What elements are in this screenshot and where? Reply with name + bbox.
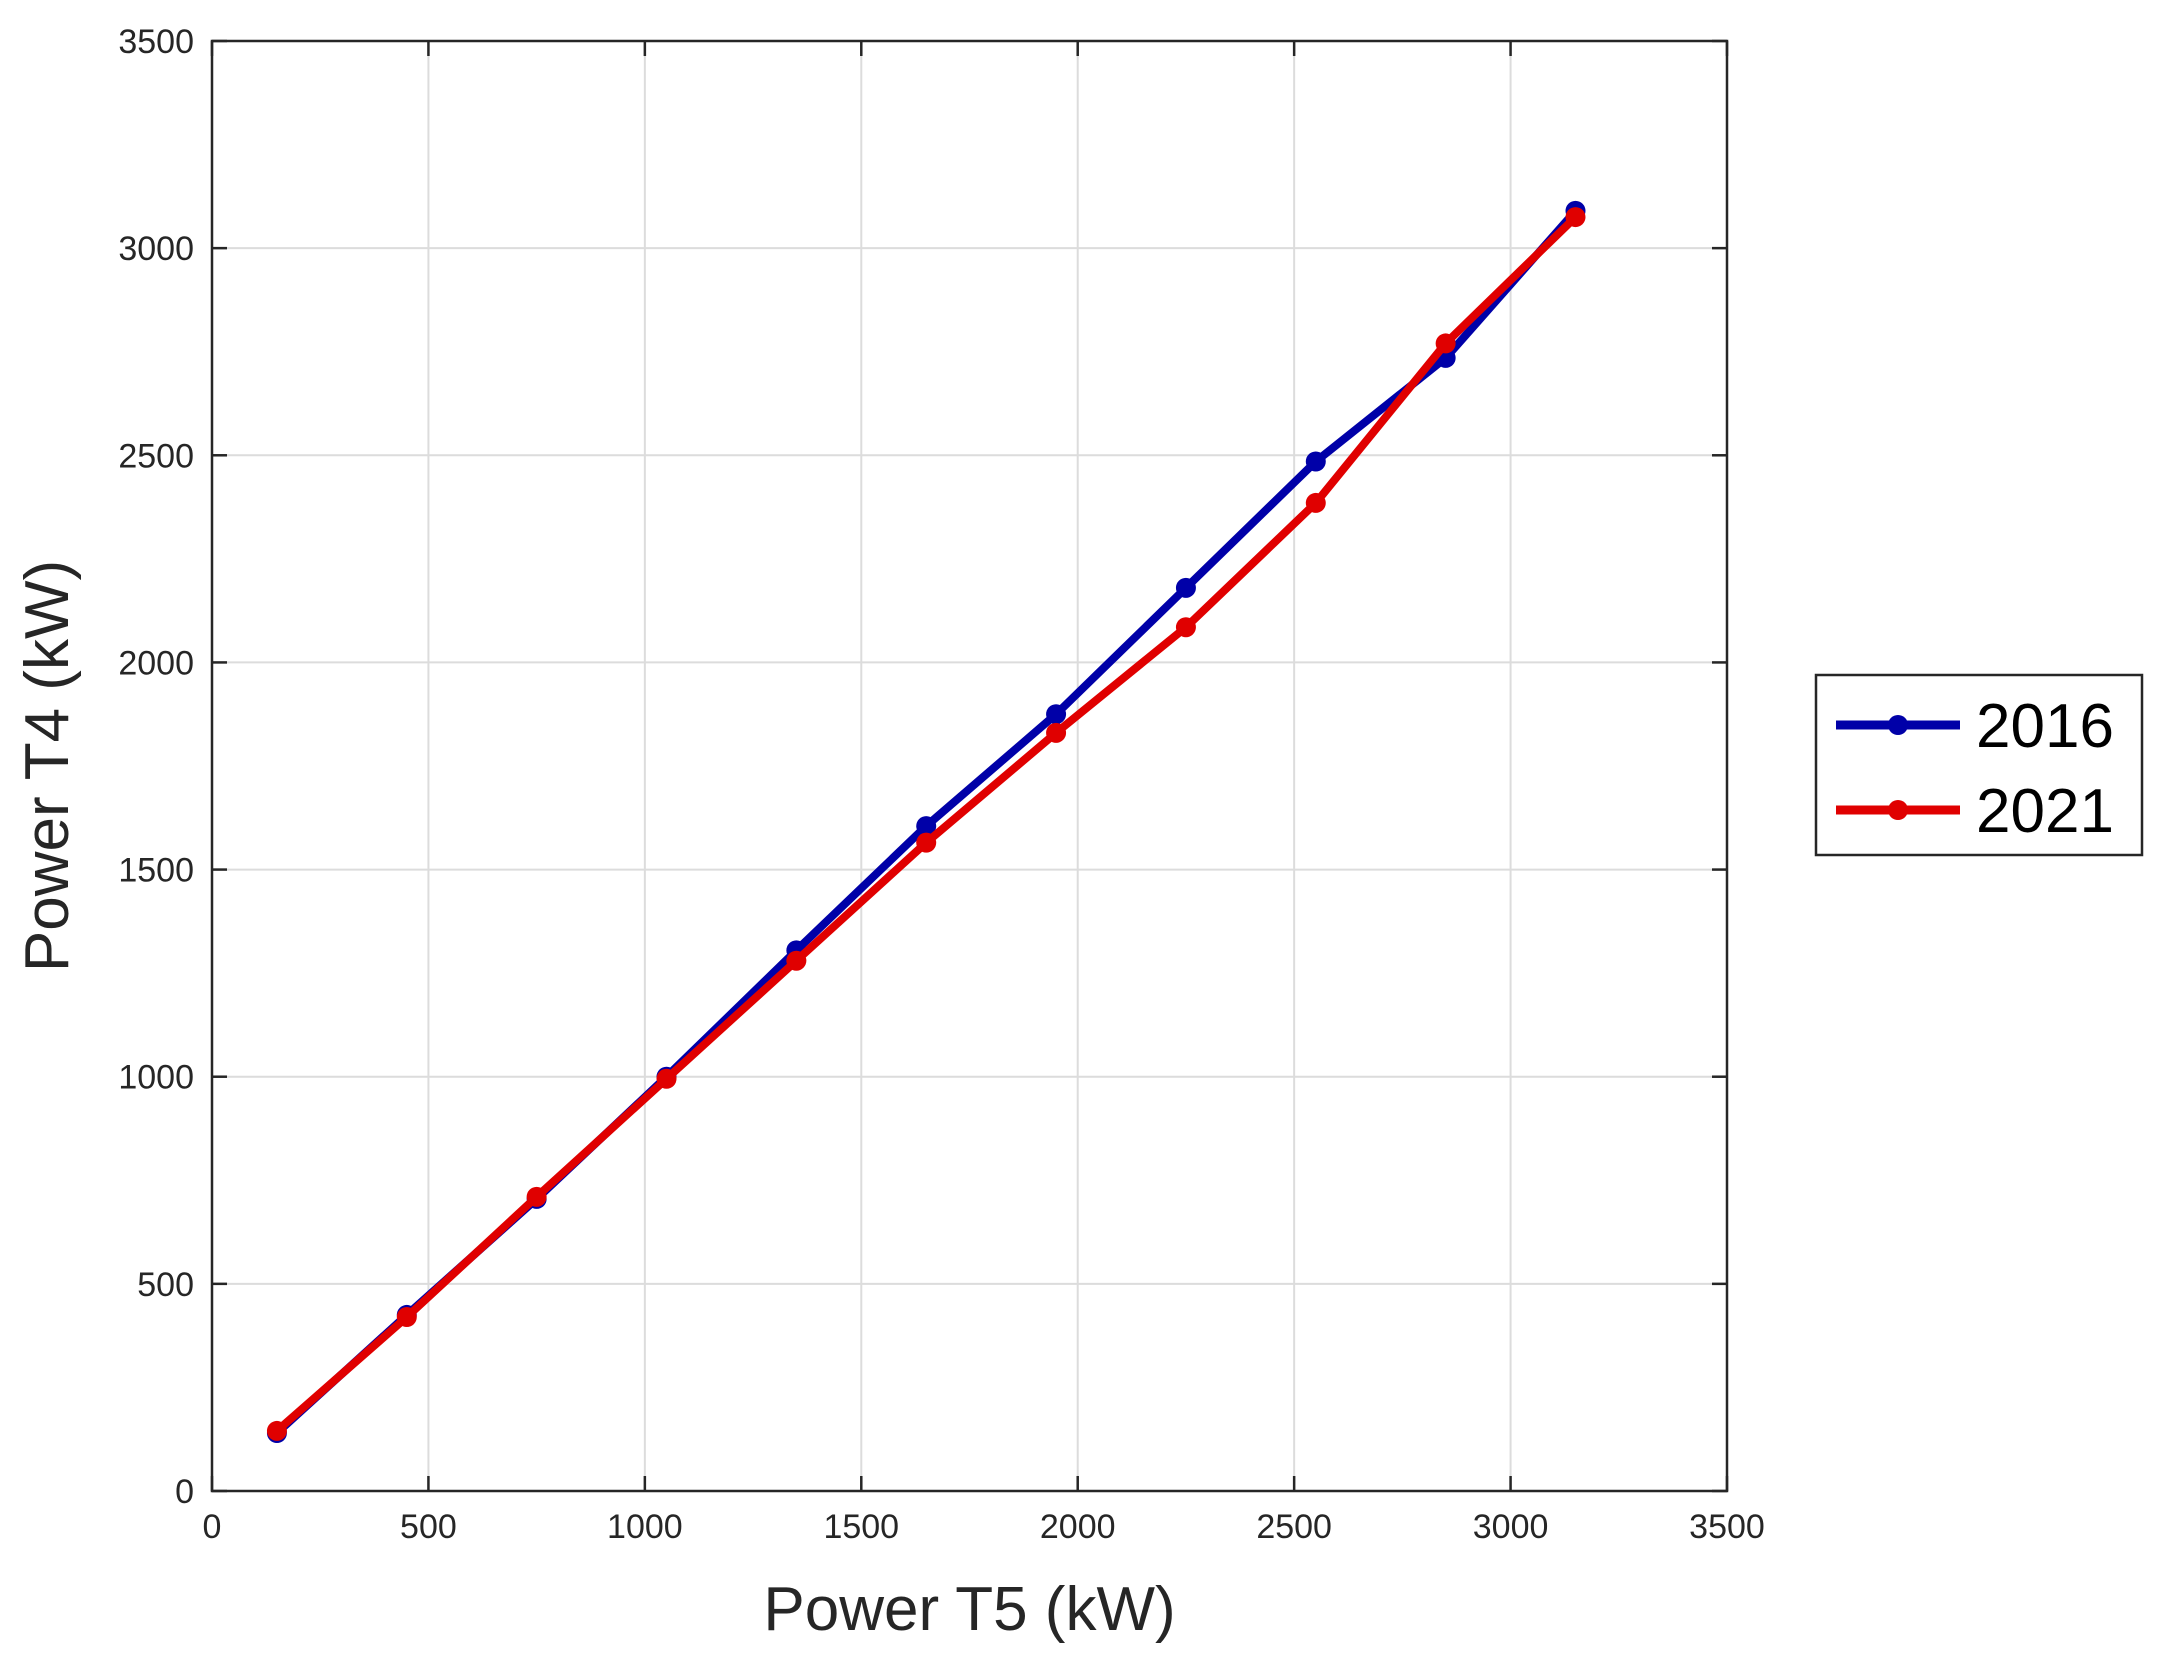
legend-label-2021: 2021 bbox=[1976, 777, 2114, 846]
x-tick-label: 1500 bbox=[823, 1508, 899, 1546]
y-tick-label: 1000 bbox=[118, 1059, 194, 1097]
x-tick-label: 3000 bbox=[1473, 1508, 1549, 1546]
data-point-2021 bbox=[1175, 617, 1196, 638]
data-point-2016 bbox=[1175, 577, 1196, 598]
x-tick-label: 2500 bbox=[1256, 1508, 1332, 1546]
data-point-2021 bbox=[786, 950, 807, 971]
data-point-2021 bbox=[266, 1420, 287, 1441]
data-point-2016 bbox=[1305, 451, 1326, 472]
legend-label-2016: 2016 bbox=[1976, 692, 2114, 761]
data-point-2021 bbox=[1565, 207, 1586, 228]
x-tick-label: 3500 bbox=[1689, 1508, 1765, 1546]
legend: 2016 2021 bbox=[1814, 673, 2144, 857]
data-point-2016 bbox=[1046, 704, 1067, 725]
x-tick-label: 0 bbox=[203, 1508, 222, 1546]
legend-entry-2016: 2016 bbox=[1836, 692, 2114, 761]
y-tick-label: 2000 bbox=[118, 644, 194, 682]
y-tick-label: 2500 bbox=[118, 437, 194, 475]
data-point-2021 bbox=[1435, 333, 1456, 354]
data-point-2016 bbox=[916, 816, 937, 837]
series-layer bbox=[266, 200, 1586, 1443]
data-point-2021 bbox=[656, 1068, 677, 1089]
y-tick-label: 500 bbox=[137, 1266, 194, 1304]
ticks: 0 500 1000 1500 2000 2500 3000 3500 0 500 1000 1500… bbox=[118, 23, 1764, 1546]
y-axis-label: Power T4 (kW) bbox=[13, 560, 82, 972]
data-point-2021 bbox=[1046, 722, 1067, 743]
y-tick-label: 3500 bbox=[118, 23, 194, 61]
legend-marker-2016 bbox=[1888, 715, 1908, 735]
data-point-2021 bbox=[1305, 492, 1326, 513]
y-tick-label: 1500 bbox=[118, 852, 194, 890]
x-tick-label: 1000 bbox=[607, 1508, 683, 1546]
data-point-2021 bbox=[396, 1307, 417, 1327]
data-point-2021 bbox=[916, 832, 937, 853]
grid-lines bbox=[212, 41, 1727, 1491]
series-2021 bbox=[266, 207, 1586, 1441]
data-point-2021 bbox=[526, 1186, 547, 1207]
x-axis-label: Power T5 (kW) bbox=[763, 1575, 1175, 1644]
legend-box bbox=[1814, 673, 2144, 857]
y-tick-label: 3000 bbox=[118, 230, 194, 268]
axes-box bbox=[210, 39, 1729, 1493]
x-tick-label: 500 bbox=[400, 1508, 457, 1546]
y-tick-label: 0 bbox=[175, 1473, 194, 1511]
legend-marker-2021 bbox=[1888, 800, 1908, 820]
legend-entry-2021: 2021 bbox=[1836, 777, 2114, 846]
x-tick-label: 2000 bbox=[1040, 1508, 1116, 1546]
